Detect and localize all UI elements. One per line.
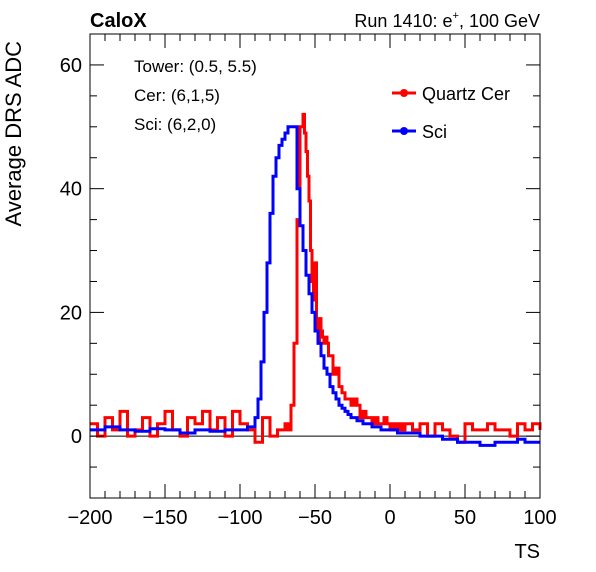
x-tick-label: −50 [298,507,332,529]
info-cer: Cer: (6,1,5) [134,86,220,105]
legend-sci-marker [400,127,408,135]
brand-label: CaloX [90,10,147,32]
y-tick-label: 0 [71,426,82,448]
x-tick-label: 50 [454,507,476,529]
x-tick-label: 100 [523,507,556,529]
series-line-sci [90,125,540,447]
x-tick-label: −100 [217,507,262,529]
run-label: Run 1410: e+, 100 GeV [354,10,540,31]
legend: Quartz Cer Sci [392,84,510,142]
y-axis-title: Average DRS ADC [1,41,26,227]
info-sci: Sci: (6,2,0) [134,115,216,134]
y-tick-label: 60 [60,55,82,77]
x-tick-label: 0 [384,507,395,529]
plot-area: −200 −150 −100 −50 0 50 100 0 20 40 60 [60,33,557,529]
legend-cer-label: Quartz Cer [422,84,510,104]
legend-sci-label: Sci [422,122,447,142]
legend-cer-marker [400,89,408,97]
x-axis-title: TS [514,541,540,563]
series-line-quartz-cer [90,112,542,444]
y-tick-label: 20 [60,302,82,324]
x-tick-label: −150 [142,507,187,529]
y-tick-label: 40 [60,179,82,201]
info-tower: Tower: (0.5, 5.5) [134,57,257,76]
x-tick-label: −200 [67,507,112,529]
